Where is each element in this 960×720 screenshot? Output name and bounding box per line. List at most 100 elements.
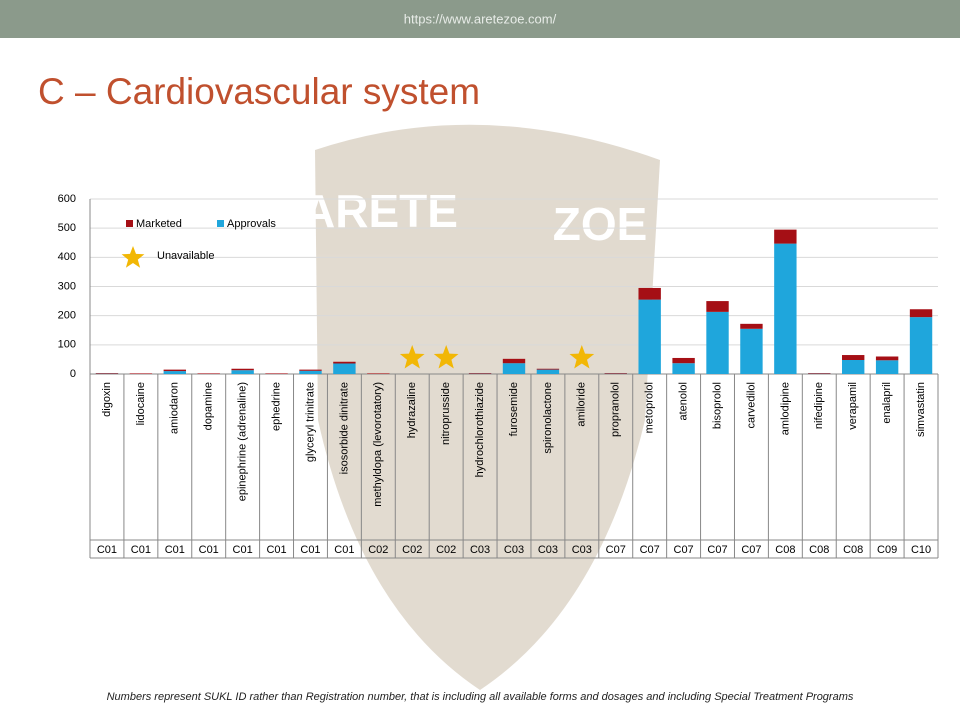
bar-segment — [909, 309, 933, 318]
group-label: C08 — [809, 544, 829, 556]
x-tick-label: methyldopa (levorotatory) — [372, 382, 384, 507]
x-tick-label: digoxin — [101, 382, 113, 417]
x-tick-label: ephedrine — [270, 382, 282, 431]
bar-segment — [774, 243, 797, 374]
bar-segment — [672, 357, 695, 364]
y-tick-label: 400 — [58, 251, 76, 263]
watermark-text: ZOE — [553, 198, 648, 250]
x-tick-label: amlodipine — [779, 382, 791, 435]
y-tick-label: 200 — [58, 310, 76, 322]
bar-segment — [231, 368, 254, 371]
group-label: C07 — [741, 544, 761, 556]
watermark-text: ARETE — [302, 185, 458, 237]
bar-segment — [740, 328, 763, 374]
x-tick-label: spironolactone — [542, 382, 554, 454]
bar-segment — [163, 371, 186, 374]
group-label: C10 — [911, 544, 931, 556]
group-label: C03 — [572, 544, 592, 556]
group-label: C07 — [707, 544, 727, 556]
unavailable-star — [433, 345, 459, 369]
x-tick-label: furosemide — [508, 382, 520, 436]
y-tick-label: 0 — [70, 368, 76, 380]
x-tick-label: verapamil — [847, 382, 859, 430]
bar-segment — [502, 363, 526, 374]
bar-segment — [536, 368, 560, 370]
legend-swatch — [126, 220, 133, 227]
bar-segment — [875, 360, 899, 374]
chart-title: C – Cardiovascular system — [38, 71, 480, 112]
bar-segment — [197, 373, 220, 374]
group-label: C07 — [640, 544, 660, 556]
header-bar — [0, 0, 960, 38]
group-label: C01 — [165, 544, 185, 556]
bar-segment — [604, 373, 627, 374]
group-label: C02 — [402, 544, 422, 556]
x-tick-label: epinephrine (adrenaline) — [237, 382, 249, 501]
unavailable-star — [569, 345, 595, 369]
group-label: C02 — [436, 544, 456, 556]
header-url[interactable]: https://www.aretezoe.com/ — [404, 11, 557, 26]
bar-segment — [842, 360, 865, 374]
bar-segment — [706, 301, 729, 312]
group-label: C01 — [131, 544, 151, 556]
group-label: C07 — [674, 544, 694, 556]
unavailable-star — [399, 345, 425, 369]
group-label: C09 — [877, 544, 897, 556]
y-tick-label: 100 — [58, 339, 76, 351]
group-label: C01 — [334, 544, 354, 556]
group-label: C01 — [266, 544, 286, 556]
y-tick-label: 300 — [58, 280, 76, 292]
legend-label: Unavailable — [157, 250, 214, 262]
x-tick-label: lidocaine — [135, 382, 147, 425]
bar-segment — [231, 370, 254, 374]
x-tick-label: atenolol — [678, 382, 690, 421]
bar-segment — [333, 363, 356, 374]
x-tick-label: glyceryl trinitrate — [304, 382, 316, 462]
bar-segment — [536, 369, 560, 374]
bar-segment — [299, 370, 322, 374]
legend-label: Approvals — [227, 218, 276, 230]
bar-segment — [808, 373, 831, 374]
group-label: C03 — [504, 544, 524, 556]
group-label: C01 — [199, 544, 219, 556]
group-label: C08 — [775, 544, 795, 556]
bar-segment — [299, 369, 322, 371]
x-tick-label: dopamine — [203, 382, 215, 430]
x-tick-label: hydrazaline — [406, 382, 418, 438]
legend-star — [121, 246, 145, 268]
x-tick-label: amiodaron — [169, 382, 181, 434]
footnote: Numbers represent SUKL ID rather than Re… — [107, 691, 854, 703]
group-label: C01 — [97, 544, 117, 556]
bar-segment — [909, 317, 933, 374]
bar-segment — [333, 361, 356, 364]
x-tick-label: enalapril — [881, 382, 893, 424]
bar-segment — [265, 373, 288, 374]
group-label: C01 — [300, 544, 320, 556]
x-tick-label: hydrochlorothiazide — [474, 382, 486, 477]
bar-segment — [875, 356, 899, 361]
x-tick-label: simvastatin — [915, 382, 927, 437]
bar-segment — [842, 355, 865, 360]
group-label: C03 — [470, 544, 490, 556]
x-tick-label: bisoprolol — [711, 382, 723, 429]
group-label: C02 — [368, 544, 388, 556]
bar-segment — [740, 323, 763, 329]
x-tick-label: amiloride — [576, 382, 588, 427]
bar-segment — [502, 358, 526, 364]
bar-segment — [468, 373, 492, 374]
bar-segment — [638, 287, 661, 300]
x-tick-label: metoprolol — [644, 382, 656, 433]
bar-segment — [163, 369, 186, 372]
x-tick-label: isosorbide dinitrate — [338, 382, 350, 474]
legend-label: Marketed — [136, 218, 182, 230]
bar-segment — [367, 373, 390, 374]
bar-segment — [672, 363, 695, 374]
group-label: C08 — [843, 544, 863, 556]
bar-segment — [129, 373, 153, 374]
legend-swatch — [217, 220, 224, 227]
bar-segment — [774, 229, 797, 244]
bar-segment — [95, 373, 119, 374]
y-tick-label: 600 — [58, 193, 76, 205]
